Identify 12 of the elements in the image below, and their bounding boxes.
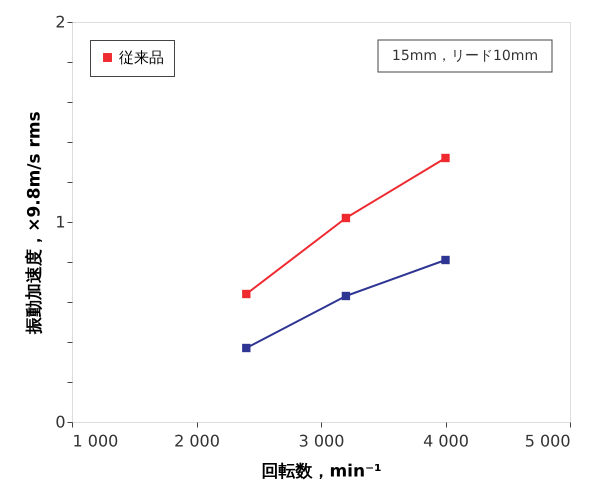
x-tick-label: 3 000: [298, 432, 344, 450]
x-tick-label: 1 000: [72, 432, 118, 450]
y-tick-label: 0: [55, 412, 66, 432]
x-tick-label: 4 000: [423, 432, 469, 450]
y-tick-label: 1: [55, 212, 66, 232]
x-tick-label: 5 000: [524, 432, 570, 450]
annotation: 15mm，リード10mm: [392, 48, 538, 64]
y-axis-title: 振動加速度，×9.8m/s rms: [24, 111, 44, 335]
x-axis-title: 回転数，min⁻¹: [261, 462, 382, 482]
y-tick-label: 2: [55, 12, 66, 32]
x-tick-label: 2 000: [174, 432, 220, 450]
legend-label: 従来品: [119, 48, 164, 66]
